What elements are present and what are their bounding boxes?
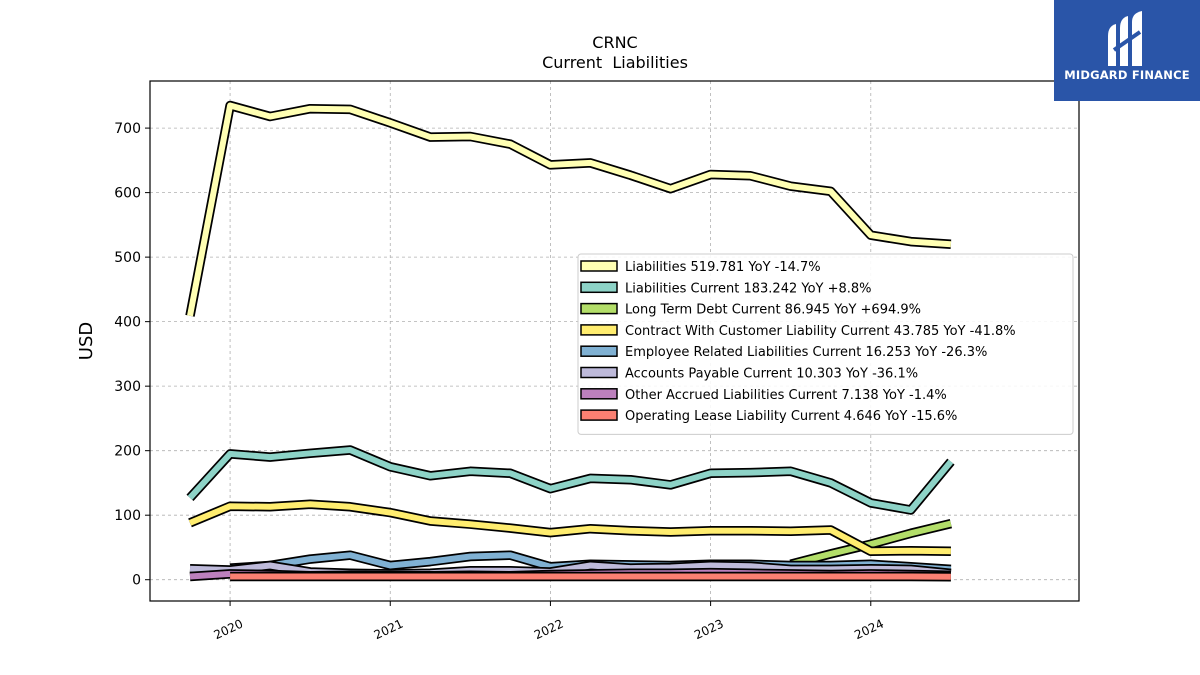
y-tick-label: 100: [114, 508, 141, 524]
series-4: [188, 499, 951, 557]
legend-swatch: [580, 409, 618, 421]
y-axis: 0 100 200 300 400 500 600 700: [114, 121, 150, 589]
legend-swatch: [580, 324, 618, 336]
y-tick-label: 600: [114, 186, 141, 202]
series-line: [789, 520, 952, 568]
y-tick-label: 700: [114, 121, 141, 137]
legend-label: Long Term Debt Current 86.945 YoY +694.9…: [625, 303, 921, 318]
series-line: [188, 501, 951, 555]
y-tick-label: 400: [114, 315, 141, 331]
series-line: [187, 447, 954, 513]
x-tick-label: 2022: [532, 617, 566, 643]
x-axis: 2020 2021 2022 2023 2024: [212, 601, 886, 642]
y-tick-label: 500: [114, 250, 141, 266]
y-tick-label: 0: [132, 573, 141, 589]
y-tick-label: 200: [114, 444, 141, 460]
x-tick-label: 2024: [852, 617, 886, 643]
x-tick-label: 2021: [372, 617, 406, 643]
chart-title: CRNC: [592, 33, 637, 52]
legend-swatch: [580, 366, 618, 379]
series-lines: [185, 100, 955, 582]
chart-subtitle: Current Liabilities: [542, 53, 688, 72]
series-3: [789, 518, 953, 569]
legend-label: Operating Lease Liability Current 4.646 …: [625, 409, 957, 424]
plot-frame: [149, 80, 1080, 602]
y-axis-label: USD: [76, 322, 97, 360]
legend-label: Contract With Customer Liability Current…: [625, 324, 1016, 339]
legend-swatch: [580, 260, 618, 272]
brand-logo: MIDGARD FINANCE: [1054, 0, 1200, 101]
legend: Liabilities 519.781 YoY -14.7% Liabilitie…: [577, 253, 1074, 435]
y-tick-label: 300: [114, 379, 141, 395]
legend-label: Liabilities 519.781 YoY -14.7%: [625, 260, 821, 275]
x-tick-label: 2023: [692, 617, 726, 643]
legend-swatch: [580, 281, 618, 294]
legend-box: [577, 253, 1074, 435]
legend-label: Liabilities Current 183.242 YoY +8.8%: [625, 281, 872, 296]
legend-swatch: [580, 345, 618, 357]
series-1: [185, 100, 952, 317]
legend-label: Other Accrued Liabilities Current 7.138 …: [625, 388, 947, 403]
legend-label: Accounts Payable Current 10.303 YoY -36.…: [625, 367, 918, 382]
x-tick-label: 2020: [212, 617, 246, 643]
brand-mark-icon: [1108, 11, 1142, 66]
legend-swatch: [580, 388, 618, 400]
legend-label: Employee Related Liabilities Current 16.…: [625, 345, 987, 360]
series-2: [186, 445, 955, 515]
brand-name: MIDGARD FINANCE: [1064, 68, 1190, 82]
legend-swatch: [580, 302, 618, 315]
series-line: [187, 102, 952, 317]
